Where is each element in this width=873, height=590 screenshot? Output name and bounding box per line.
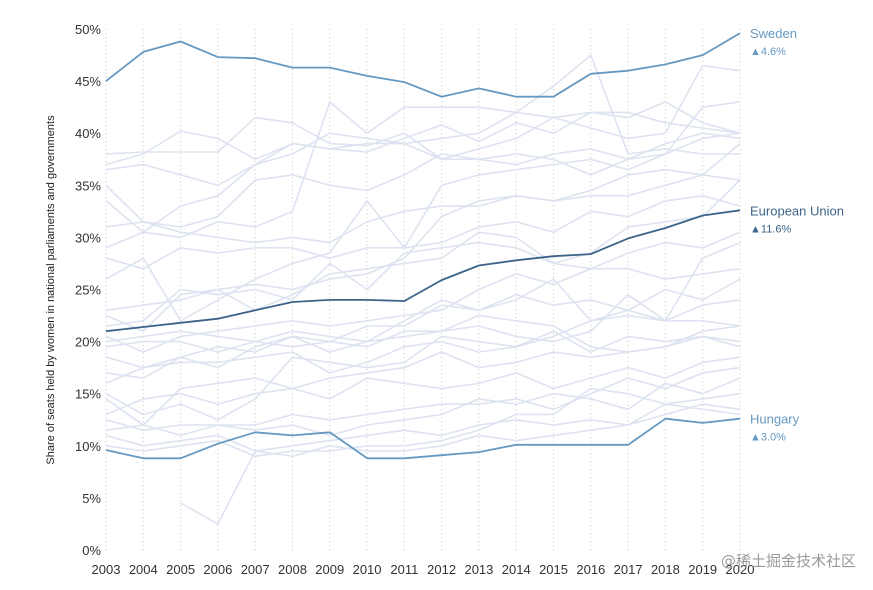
x-tick-label: 2012 — [427, 562, 456, 577]
y-tick-label: 25% — [75, 283, 101, 298]
background-series-line — [105, 241, 741, 353]
background-series-line — [105, 179, 741, 327]
x-tick-label: 2005 — [166, 562, 195, 577]
y-tick-label: 35% — [75, 178, 101, 193]
hungary-series-label: Hungary — [750, 412, 800, 427]
european-union-series-label: European Union — [750, 203, 844, 218]
background-series-line — [105, 132, 741, 270]
background-series-line — [105, 392, 741, 452]
x-tick-label: 2010 — [353, 562, 382, 577]
background-series-line — [105, 101, 741, 249]
highlighted-series-group — [105, 32, 741, 460]
x-tick-label: 2019 — [688, 562, 717, 577]
background-series-line — [105, 335, 741, 426]
background-series-line — [105, 231, 741, 353]
sweden-change-label: ▲4.6% — [750, 46, 786, 58]
x-tick-label: 2018 — [651, 562, 680, 577]
y-axis-tick-labels: 0% 5% 10% 15% 20% 25% 30% 35% 40% 45% 50% — [75, 22, 101, 558]
european-union-change-label: ▲11.6% — [750, 223, 791, 235]
x-tick-label: 2007 — [241, 562, 270, 577]
background-series-line — [105, 64, 741, 187]
background-series-line — [180, 403, 741, 525]
x-tick-label: 2011 — [390, 562, 418, 577]
background-series-line — [105, 101, 741, 166]
sweden-series-label: Sweden — [750, 26, 797, 41]
background-series-line — [105, 366, 741, 431]
y-tick-label: 0% — [82, 543, 101, 558]
x-tick-label: 2008 — [278, 562, 307, 577]
y-axis-label: Share of seats held by women in national… — [45, 115, 57, 465]
background-series-line — [105, 377, 741, 437]
x-tick-label: 2016 — [576, 562, 605, 577]
y-tick-label: 45% — [75, 74, 101, 89]
background-series-line — [105, 231, 741, 332]
background-series-group — [105, 54, 741, 525]
x-axis-tick-labels: 2003 2004 2005 2006 2007 2008 2009 2010 2011 2012… — [92, 562, 755, 577]
background-series-line — [105, 299, 741, 421]
x-tick-label: 2017 — [614, 562, 643, 577]
x-tick-label: 2009 — [315, 562, 344, 577]
background-series-line — [105, 194, 741, 322]
x-tick-label: 2020 — [726, 562, 755, 577]
y-tick-label: 20% — [75, 335, 101, 350]
x-tick-label: 2015 — [539, 562, 568, 577]
x-tick-label: 2014 — [502, 562, 531, 577]
y-tick-label: 40% — [75, 126, 101, 141]
x-tick-label: 2013 — [464, 562, 493, 577]
x-tick-label: 2006 — [203, 562, 232, 577]
hungary-series-line — [105, 417, 741, 460]
y-tick-label: 30% — [75, 230, 101, 245]
y-tick-label: 15% — [75, 387, 101, 402]
european-union-series-line — [105, 209, 741, 333]
background-series-line — [105, 356, 741, 416]
background-series-line — [105, 132, 741, 228]
x-tick-label: 2004 — [129, 562, 158, 577]
series-end-labels: Sweden ▲4.6% European Union ▲11.6% Hungary ▲3… — [750, 26, 844, 444]
y-tick-label: 5% — [82, 491, 101, 506]
background-series-line — [105, 278, 741, 343]
background-series-line — [105, 330, 741, 385]
watermark-text: @稀土掘金技术社区 — [721, 552, 856, 570]
sweden-series-line — [105, 32, 741, 98]
hungary-change-label: ▲3.0% — [750, 432, 786, 444]
background-series-line — [105, 168, 741, 244]
y-tick-label: 10% — [75, 439, 101, 454]
y-tick-label: 50% — [75, 22, 101, 37]
background-series-line — [105, 142, 741, 312]
background-series-line — [105, 387, 741, 457]
background-series-line — [105, 101, 741, 166]
background-series-line — [105, 54, 740, 233]
x-tick-label: 2003 — [92, 562, 121, 577]
background-series-line — [105, 293, 741, 369]
